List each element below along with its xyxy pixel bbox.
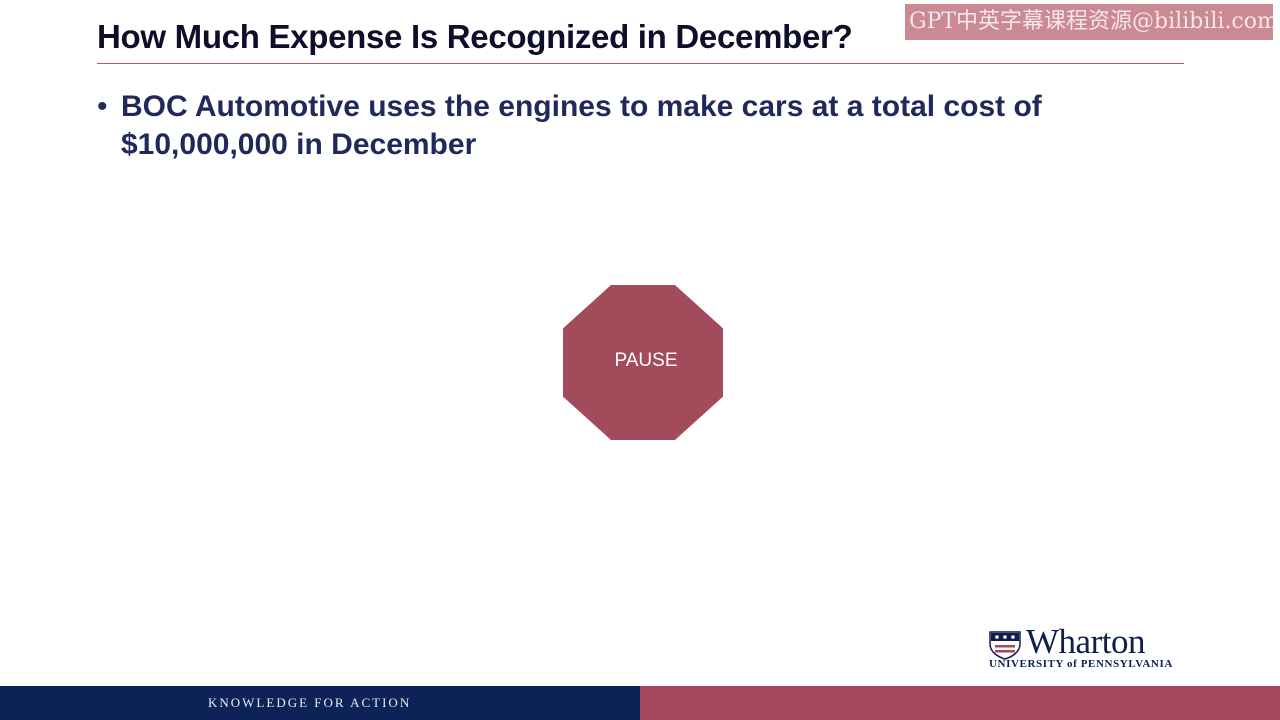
octagon-stop-icon: [563, 285, 723, 440]
slide-title: How Much Expense Is Recognized in Decemb…: [97, 18, 853, 55]
title-divider: [97, 63, 1184, 64]
footer-band-right: [640, 686, 1280, 720]
penn-shield-icon: [989, 631, 1021, 660]
bullet-marker: •: [97, 90, 108, 123]
footer-tagline: KNOWLEDGE FOR ACTION: [208, 695, 412, 710]
logo-subtitle: UNIVERSITY of PENNSYLVANIA: [989, 658, 1173, 670]
bullet-item: • BOC Automotive uses the engines to mak…: [97, 88, 1177, 164]
logo-wordmark: Wharton: [1026, 622, 1145, 661]
pause-label: PAUSE: [614, 349, 678, 371]
watermark: GPT中英字幕课程资源@bilibili.com: [905, 4, 1273, 40]
footer-band-left: KNOWLEDGE FOR ACTION: [0, 686, 640, 720]
bullet-list: • BOC Automotive uses the engines to mak…: [97, 88, 1177, 164]
wharton-logo: Wharton UNIVERSITY of PENNSYLVANIA: [988, 622, 1192, 672]
bullet-text: BOC Automotive uses the engines to make …: [121, 90, 1042, 161]
pause-sign: PAUSE: [563, 285, 723, 440]
